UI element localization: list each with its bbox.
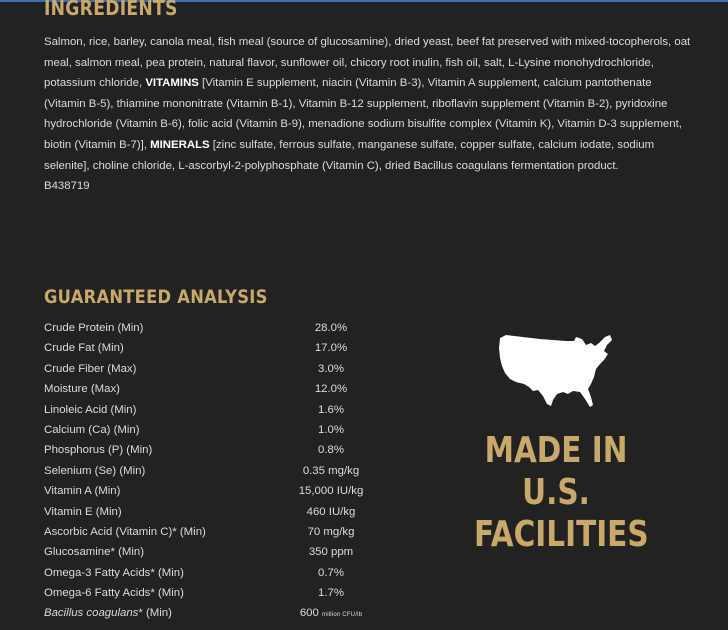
nutrient-name: Vitamin A (Min) [44, 485, 121, 498]
analysis-row: Crude Fat (Min) 17.0% [44, 338, 389, 358]
ingredients-list: Salmon, rice, barley, canola meal, fish … [44, 32, 692, 197]
nutrient-name: Ascorbic Acid (Vitamin C)* (Min) [44, 525, 206, 538]
analysis-row: Ascorbic Acid (Vitamin C)* (Min) 70 mg/kg [44, 522, 389, 542]
nutrient-name: Omega-3 Fatty Acids* (Min) [44, 566, 184, 579]
bacillus-qualifier: * (Min) [138, 607, 172, 620]
nutrient-name: Vitamin E (Min) [44, 505, 122, 518]
analysis-row: Vitamin A (Min) 15,000 IU/kg [44, 481, 389, 501]
bacillus-value: 600 [299, 607, 319, 620]
analysis-row: Linoleic Acid (Min) 1.6% [44, 400, 389, 420]
analysis-heading: GUARANTEED ANALYSIS [44, 286, 268, 308]
analysis-row: Crude Fiber (Max) 3.0% [44, 359, 389, 379]
nutrient-value: 0.8% [318, 444, 344, 457]
ingredients-text-2: [Vitamin E supplement, niacin (Vitamin B… [44, 77, 682, 151]
nutrient-name: Moisture (Max) [44, 383, 120, 396]
nutrient-value: 15,000 IU/kg [298, 485, 364, 498]
ingredients-text-3: [zinc sulfate, ferrous sulfate, manganes… [44, 138, 655, 172]
badge-line-1: MADE IN [484, 430, 628, 471]
guaranteed-analysis-table: Crude Protein (Min) 28.0% Crude Fat (Min)… [44, 318, 389, 624]
nutrient-name: Crude Fiber (Max) [44, 362, 137, 375]
nutrient-name: Calcium (Ca) (Min) [44, 423, 140, 436]
ingredients-text-1: Salmon, rice, barley, canola meal, fish … [44, 36, 691, 90]
nutrient-name: Crude Protein (Min) [44, 322, 144, 334]
nutrient-value: 12.0% [314, 383, 348, 396]
nutrient-name: Crude Fat (Min) [44, 342, 124, 355]
nutrient-value: 0.35 mg/kg [302, 464, 360, 477]
nutrient-name: Bacillus coagulans* (Min) [44, 603, 172, 623]
analysis-row: Phosphorus (P) (Min) 0.8% [44, 440, 389, 460]
vitamins-label: VITAMINS [145, 77, 199, 90]
nutrient-value: 28.0% [314, 322, 348, 334]
bacillus-name: Bacillus coagulans [44, 607, 139, 620]
nutrient-value: 1.0% [318, 423, 344, 436]
nutrient-value: 1.6% [318, 403, 344, 416]
made-in-usa-badge: MADE IN U.S. FACILITIES [456, 430, 656, 556]
analysis-row: Selenium (Se) (Min) 0.35 mg/kg [44, 461, 389, 481]
nutrient-value: 17.0% [314, 342, 348, 355]
nutrient-name: Selenium (Se) (Min) [44, 464, 146, 477]
nutrient-value: 0.7% [318, 566, 344, 579]
nutrient-value: 600 million CFU/lb [273, 603, 389, 623]
badge-line-2: U.S. [522, 472, 590, 513]
nutrient-name: Glucosamine* (Min) [44, 546, 145, 559]
analysis-row: Glucosamine* (Min) 350 ppm [44, 542, 389, 562]
ingredients-heading: INGREDIENTS [44, 0, 178, 20]
nutrient-value: 460 IU/kg [306, 505, 356, 518]
usa-map-icon [499, 335, 612, 407]
analysis-row: Omega-3 Fatty Acids* (Min) 0.7% [44, 563, 389, 583]
nutrient-value: 1.7% [318, 587, 344, 600]
analysis-row: Crude Protein (Min) 28.0% [44, 318, 389, 338]
analysis-row: Moisture (Max) 12.0% [44, 379, 389, 399]
analysis-row: Vitamin E (Min) 460 IU/kg [44, 502, 389, 522]
nutrient-value: 350 ppm [308, 546, 354, 559]
nutrient-value: 70 mg/kg [307, 525, 355, 538]
nutrient-name: Linoleic Acid (Min) [44, 403, 137, 416]
nutrient-name: Phosphorus (P) (Min) [44, 444, 153, 457]
bacillus-unit: million CFU/lb [322, 612, 363, 619]
product-code: B438719 [44, 180, 90, 193]
nutrient-value: 3.0% [318, 362, 344, 375]
analysis-row-bacillus: Bacillus coagulans* (Min) 600 million CF… [44, 603, 389, 623]
analysis-row: Calcium (Ca) (Min) 1.0% [44, 420, 389, 440]
badge-line-3: FACILITIES [474, 514, 649, 555]
nutrient-name: Omega-6 Fatty Acids* (Min) [44, 587, 184, 600]
analysis-row: Omega-6 Fatty Acids* (Min) 1.7% [44, 583, 389, 603]
minerals-label: MINERALS [150, 138, 210, 151]
